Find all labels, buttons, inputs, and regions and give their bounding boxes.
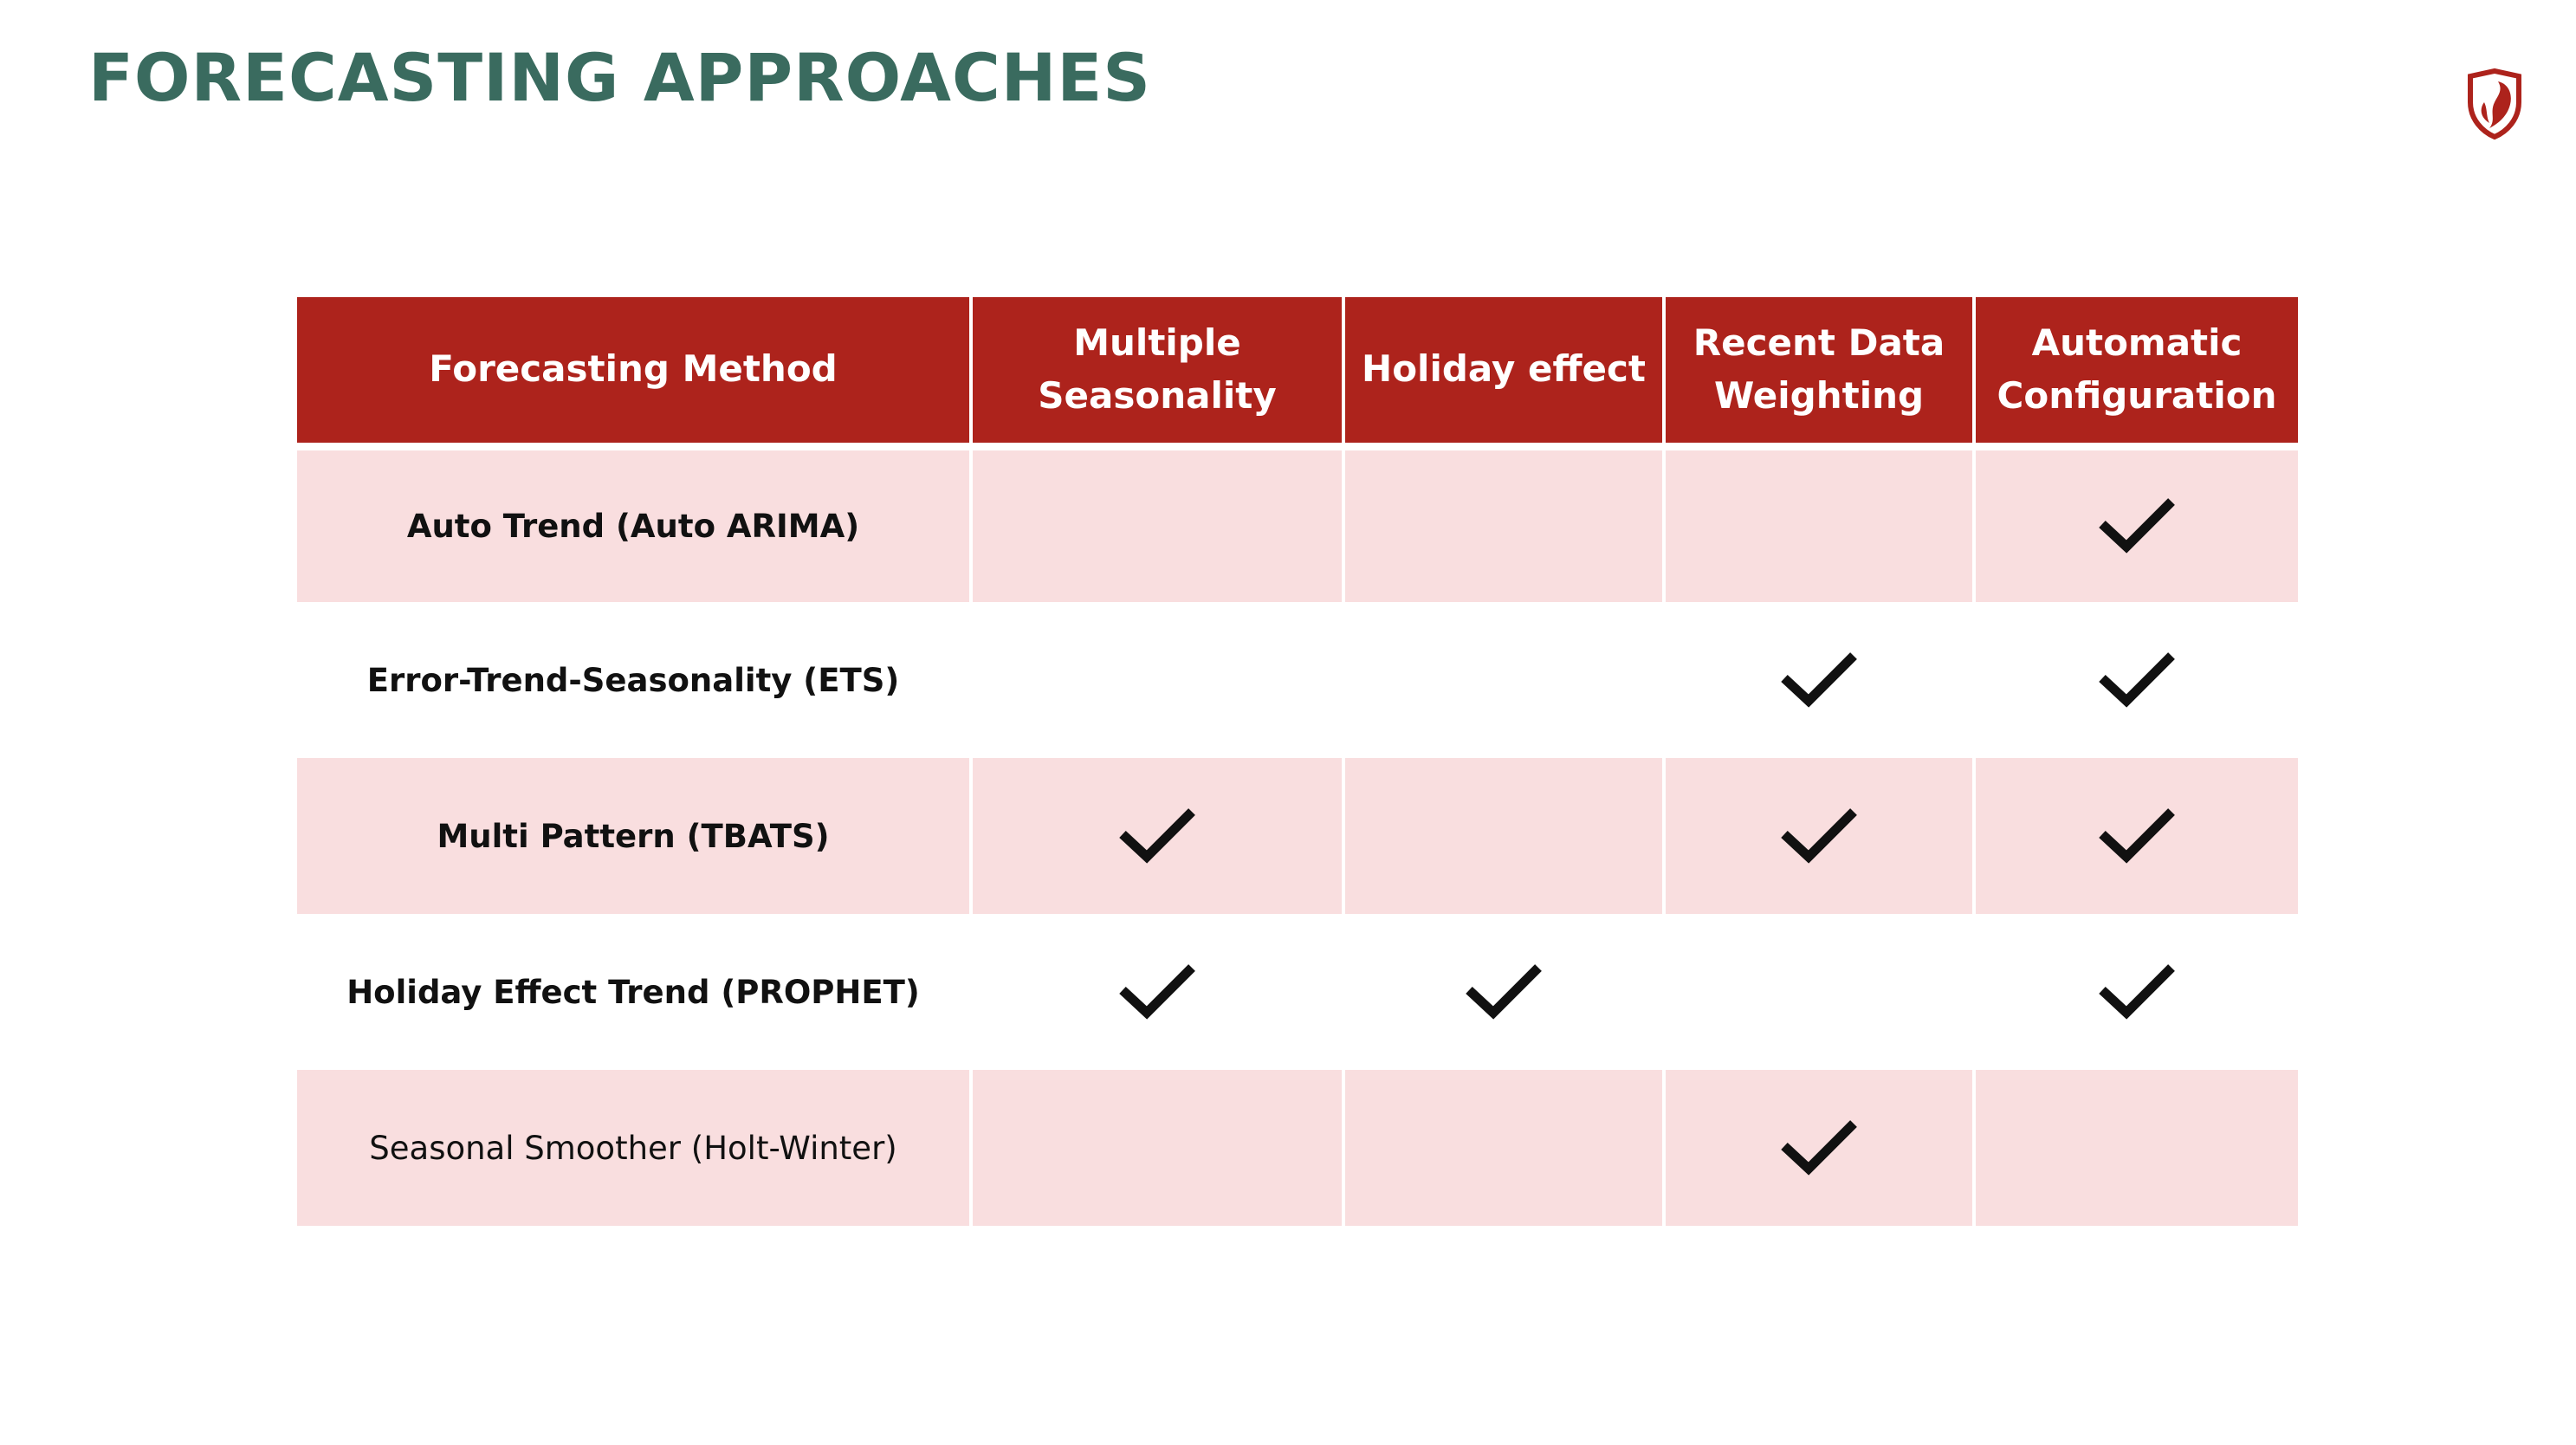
checkmark-icon xyxy=(2097,495,2177,554)
column-header-automatic-configuration: Automatic Configuration xyxy=(1972,297,2298,450)
checkmark-icon xyxy=(1779,649,1859,708)
method-cell: Seasonal Smoother (Holt-Winter) xyxy=(297,1070,971,1226)
table-row: Multi Pattern (TBATS) xyxy=(297,758,2298,914)
method-cell: Auto Trend (Auto ARIMA) xyxy=(297,446,971,602)
check-cell xyxy=(969,758,1343,914)
check-cell xyxy=(1972,602,2298,758)
check-cell xyxy=(1342,446,1664,602)
checkmark-icon xyxy=(2097,805,2177,864)
method-label: Seasonal Smoother (Holt-Winter) xyxy=(369,1129,897,1167)
column-header-holiday-effect: Holiday effect xyxy=(1342,297,1664,450)
column-header-forecasting-method: Forecasting Method xyxy=(297,297,971,450)
check-cell xyxy=(1662,1070,1974,1226)
table-row: Auto Trend (Auto ARIMA) xyxy=(297,446,2298,602)
table-row: Seasonal Smoother (Holt-Winter) xyxy=(297,1070,2298,1226)
checkmark-icon xyxy=(1779,1117,1859,1176)
check-cell xyxy=(969,914,1343,1070)
forecasting-methods-table-container: Forecasting Method Multiple Seasonality … xyxy=(297,297,2298,1226)
check-cell xyxy=(1342,758,1664,914)
method-cell: Holiday Effect Trend (PROPHET) xyxy=(297,914,971,1070)
shield-flame-logo-icon xyxy=(2463,68,2526,140)
check-cell xyxy=(1662,446,1974,602)
check-cell xyxy=(1342,1070,1664,1226)
table-header-row: Forecasting Method Multiple Seasonality … xyxy=(297,297,2298,450)
check-cell xyxy=(1972,914,2298,1070)
check-cell xyxy=(1662,602,1974,758)
check-cell xyxy=(1662,758,1974,914)
method-label: Auto Trend (Auto ARIMA) xyxy=(406,507,860,545)
method-cell: Error-Trend-Seasonality (ETS) xyxy=(297,602,971,758)
slide-title: FORECASTING APPROACHES xyxy=(88,39,1152,116)
checkmark-icon xyxy=(2097,961,2177,1020)
check-cell xyxy=(969,602,1343,758)
check-cell xyxy=(1342,914,1664,1070)
method-label: Holiday Effect Trend (PROPHET) xyxy=(346,973,920,1011)
check-cell xyxy=(1662,914,1974,1070)
column-header-multiple-seasonality: Multiple Seasonality xyxy=(969,297,1343,450)
checkmark-icon xyxy=(1117,961,1197,1020)
check-cell xyxy=(969,1070,1343,1226)
method-label: Error-Trend-Seasonality (ETS) xyxy=(366,661,900,699)
forecasting-methods-table: Forecasting Method Multiple Seasonality … xyxy=(297,297,2298,1226)
table-row: Error-Trend-Seasonality (ETS) xyxy=(297,602,2298,758)
column-header-recent-data-weighting: Recent Data Weighting xyxy=(1662,297,1974,450)
check-cell xyxy=(1972,758,2298,914)
table-row: Holiday Effect Trend (PROPHET) xyxy=(297,914,2298,1070)
checkmark-icon xyxy=(2097,649,2177,708)
check-cell xyxy=(1972,1070,2298,1226)
check-cell xyxy=(969,446,1343,602)
checkmark-icon xyxy=(1117,805,1197,864)
checkmark-icon xyxy=(1779,805,1859,864)
check-cell xyxy=(1342,602,1664,758)
check-cell xyxy=(1972,446,2298,602)
method-label: Multi Pattern (TBATS) xyxy=(437,817,830,855)
method-cell: Multi Pattern (TBATS) xyxy=(297,758,971,914)
checkmark-icon xyxy=(1464,961,1544,1020)
